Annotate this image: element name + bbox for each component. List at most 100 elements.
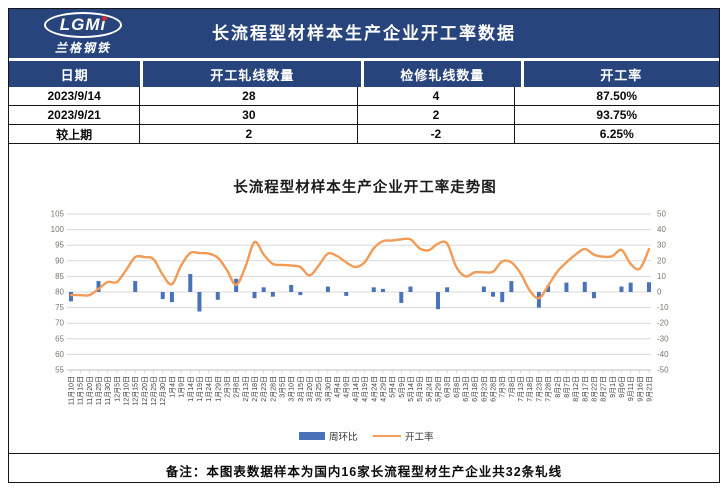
svg-text:75: 75 <box>55 303 64 312</box>
svg-text:3月10日: 3月10日 <box>288 376 296 402</box>
svg-text:6月13日: 6月13日 <box>462 376 470 402</box>
svg-text:3月30日: 3月30日 <box>324 376 332 402</box>
table-header-row: 日期 开工轧线数量 检修轧线数量 开工率 <box>9 61 719 87</box>
svg-text:7月3日: 7月3日 <box>499 376 507 398</box>
svg-text:-40: -40 <box>657 350 669 359</box>
cell-date: 2023/9/14 <box>9 87 141 105</box>
svg-text:60: 60 <box>55 350 64 359</box>
svg-text:12月25日: 12月25日 <box>150 376 158 406</box>
svg-text:95: 95 <box>55 241 64 250</box>
svg-text:3月25日: 3月25日 <box>315 376 323 402</box>
svg-text:开工率: 开工率 <box>405 431 434 443</box>
svg-text:5月14日: 5月14日 <box>407 376 415 402</box>
svg-text:长流程型材样本生产企业开工率走势图: 长流程型材样本生产企业开工率走势图 <box>233 178 497 196</box>
svg-text:2月3日: 2月3日 <box>223 376 231 398</box>
divider <box>9 58 719 61</box>
trend-chart-svg: 长流程型材样本生产企业开工率走势图 55 60 65 70 75 80 85 90 95 100 10… <box>51 178 669 443</box>
logo-text: LGMi <box>59 15 107 34</box>
svg-text:12月10日: 12月10日 <box>123 376 131 406</box>
svg-text:11月30日: 11月30日 <box>104 376 112 405</box>
svg-text:12月5日: 12月5日 <box>113 376 121 402</box>
table-row: 较上期 2 -2 6.25% <box>9 125 719 144</box>
svg-text:12月30日: 12月30日 <box>159 376 167 406</box>
cell-open-lines: 2 <box>140 125 359 143</box>
cell-maintenance-lines: 4 <box>358 87 515 105</box>
svg-text:20: 20 <box>657 256 666 265</box>
svg-text:6月18日: 6月18日 <box>471 376 479 402</box>
svg-text:105: 105 <box>51 210 65 219</box>
svg-text:12月20日: 12月20日 <box>141 376 149 406</box>
cell-open-lines: 28 <box>140 87 359 105</box>
svg-text:1月14日: 1月14日 <box>187 376 195 402</box>
logo-subtext: 兰格钢铁 <box>54 41 111 55</box>
trend-chart-section: 长流程型材样本生产企业开工率走势图 55 60 65 70 75 80 85 90 95 100 10… <box>9 144 719 453</box>
svg-text:8月27日: 8月27日 <box>600 376 608 402</box>
svg-text:5月24日: 5月24日 <box>425 376 433 402</box>
cell-operating-rate: 87.50% <box>596 89 638 103</box>
brand-logo: LGMi 兰格钢铁 <box>23 12 143 56</box>
svg-text:4月24日: 4月24日 <box>370 376 378 402</box>
header-cell-date: 日期 <box>9 61 141 87</box>
svg-text:6月8日: 6月8日 <box>453 376 461 398</box>
svg-text:85: 85 <box>55 272 64 281</box>
svg-text:8月17日: 8月17日 <box>581 376 589 402</box>
svg-text:40: 40 <box>657 225 666 234</box>
svg-text:12月15日: 12月15日 <box>132 376 140 406</box>
svg-text:5月19日: 5月19日 <box>416 376 424 402</box>
svg-text:-20: -20 <box>657 319 669 328</box>
svg-text:9月6日: 9月6日 <box>618 376 626 398</box>
svg-text:8月12日: 8月12日 <box>572 376 580 402</box>
logo-red-dot-icon <box>102 16 107 21</box>
svg-text:-30: -30 <box>657 334 669 343</box>
svg-text:4月29日: 4月29日 <box>379 376 387 402</box>
svg-text:3月20日: 3月20日 <box>306 376 314 402</box>
svg-text:9月21日: 9月21日 <box>646 376 654 402</box>
svg-text:11月10日: 11月10日 <box>68 376 76 405</box>
svg-text:2月28日: 2月28日 <box>269 376 277 402</box>
svg-text:11月25日: 11月25日 <box>95 376 103 405</box>
svg-text:6月28日: 6月28日 <box>490 376 498 402</box>
footnote-text: 备注：本图表数据样本为国内16家长流程型材生产企业共32条轧线 <box>165 464 563 479</box>
svg-text:11月20日: 11月20日 <box>86 376 94 405</box>
svg-text:1月29日: 1月29日 <box>214 376 222 402</box>
report-title: 长流程型材样本生产企业开工率数据 <box>212 24 516 43</box>
svg-text:5月29日: 5月29日 <box>434 376 442 402</box>
svg-text:9月1日: 9月1日 <box>609 376 617 398</box>
svg-text:90: 90 <box>55 256 64 265</box>
svg-text:9月11日: 9月11日 <box>627 376 635 401</box>
cell-maintenance-lines: 2 <box>358 106 515 124</box>
svg-text:4月9日: 4月9日 <box>343 376 351 398</box>
svg-text:2月23日: 2月23日 <box>260 376 268 402</box>
svg-text:7月23日: 7月23日 <box>535 376 543 402</box>
svg-text:7月18日: 7月18日 <box>526 376 534 402</box>
svg-text:2月8日: 2月8日 <box>233 376 241 398</box>
svg-text:70: 70 <box>55 319 64 328</box>
svg-text:2月13日: 2月13日 <box>242 376 250 402</box>
cell-maintenance-lines: -2 <box>358 125 515 143</box>
svg-text:11月15日: 11月15日 <box>77 376 85 405</box>
svg-text:4月4日: 4月4日 <box>334 376 342 398</box>
svg-text:8月7日: 8月7日 <box>563 376 571 398</box>
svg-text:7月8日: 7月8日 <box>508 376 516 398</box>
table-row: 2023/9/14 28 4 87.50% <box>9 87 719 106</box>
svg-text:80: 80 <box>55 288 64 297</box>
cell-date: 2023/9/21 <box>9 106 141 124</box>
svg-text:1月9日: 1月9日 <box>178 376 186 398</box>
svg-text:10: 10 <box>657 272 666 281</box>
svg-text:100: 100 <box>51 225 65 234</box>
report-sheet: LGMi 兰格钢铁 长流程型材样本生产企业开工率数据 日期 开工轧线数量 检修轧… <box>8 8 720 483</box>
header-cell-maintenance-lines: 检修轧线数量 <box>364 61 521 87</box>
svg-text:9月16日: 9月16日 <box>636 376 644 402</box>
svg-text:7月13日: 7月13日 <box>517 376 525 402</box>
svg-text:5月4日: 5月4日 <box>389 376 397 398</box>
logo-oval: LGMi <box>44 12 122 38</box>
svg-text:4月14日: 4月14日 <box>352 376 360 402</box>
svg-text:5月9日: 5月9日 <box>398 376 406 398</box>
svg-text:65: 65 <box>55 334 64 343</box>
svg-text:6月23日: 6月23日 <box>480 376 488 402</box>
svg-text:2月18日: 2月18日 <box>251 376 259 402</box>
header-cell-operating-rate: 开工率 <box>523 61 719 87</box>
cell-operating-rate: 93.75% <box>596 108 638 122</box>
svg-text:55: 55 <box>55 366 64 375</box>
cell-open-lines: 30 <box>140 106 359 124</box>
